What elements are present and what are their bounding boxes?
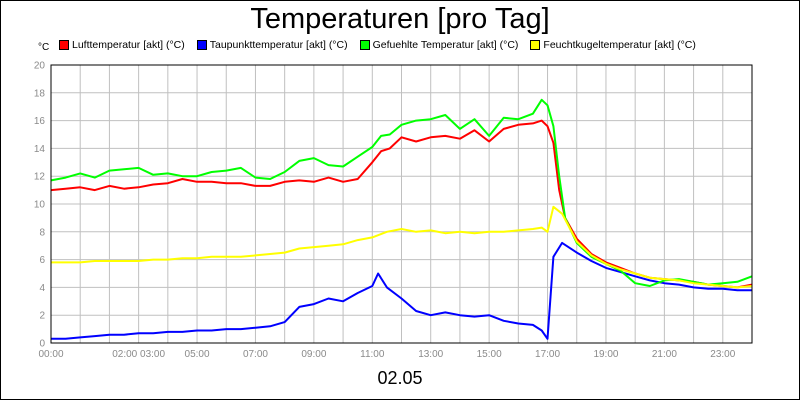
y-tick-label: 0 bbox=[39, 339, 45, 350]
legend-label: Feuchtkugeltemperatur [akt] (°C) bbox=[543, 39, 696, 51]
y-tick-label: 4 bbox=[39, 283, 45, 294]
x-tick-label: 15:00 bbox=[477, 349, 502, 360]
y-tick-label: 18 bbox=[34, 88, 46, 99]
y-tick-label: 6 bbox=[39, 255, 45, 266]
legend-item: Lufttemperatur [akt] (°C) bbox=[59, 38, 185, 52]
plot-border bbox=[50, 64, 753, 344]
x-tick-label: 19:00 bbox=[593, 349, 618, 360]
y-tick-label: 20 bbox=[34, 61, 46, 72]
y-tick-label: 10 bbox=[34, 200, 46, 211]
series-line-1 bbox=[51, 241, 752, 340]
x-tick-label: 17:00 bbox=[535, 349, 560, 360]
legend-swatch bbox=[359, 40, 370, 50]
legend-item: Taupunkttemperatur [akt] (°C) bbox=[196, 38, 348, 52]
legend-swatch bbox=[59, 40, 69, 50]
x-tick-label: 07:00 bbox=[243, 349, 268, 360]
x-tick-label: 05:00 bbox=[185, 349, 210, 360]
x-tick-label: 21:00 bbox=[652, 349, 677, 360]
series-line-3 bbox=[51, 205, 753, 289]
y-tick-label: 16 bbox=[34, 116, 46, 127]
legend-label: Taupunkttemperatur [akt] (°C) bbox=[209, 39, 348, 51]
y-tick-label: 2 bbox=[39, 311, 45, 322]
legend-item: Gefuehlte Temperatur [akt] (°C) bbox=[359, 38, 519, 52]
y-tick-label: 12 bbox=[34, 172, 46, 183]
y-tick-label: 8 bbox=[39, 227, 45, 238]
legend-swatch bbox=[530, 40, 541, 50]
x-tick-label: 02:00 03:00 bbox=[112, 349, 165, 360]
x-tick-label: 13:00 bbox=[418, 349, 443, 360]
chart-title: Temperaturen [pro Tag] bbox=[250, 3, 550, 35]
x-axis-label: 02.05 bbox=[377, 368, 423, 388]
x-tick-label: 09:00 bbox=[301, 349, 326, 360]
series-line-2 bbox=[50, 98, 753, 287]
y-tick-label: 14 bbox=[34, 144, 46, 155]
chart-legend: Lufttemperatur [akt] (°C) Taupunkttempera… bbox=[59, 38, 708, 52]
x-tick-label: 11:00 bbox=[360, 349, 385, 360]
x-tick-label: 23:00 bbox=[710, 349, 735, 360]
legend-label: Lufttemperatur [akt] (°C) bbox=[72, 39, 185, 51]
y-axis-unit: °C bbox=[38, 42, 50, 53]
legend-item: Feuchtkugeltemperatur [akt] (°C) bbox=[530, 38, 696, 52]
legend-swatch bbox=[196, 40, 207, 50]
legend-label: Gefuehlte Temperatur [akt] (°C) bbox=[372, 39, 519, 51]
x-tick-label: 00:00 bbox=[38, 349, 63, 360]
